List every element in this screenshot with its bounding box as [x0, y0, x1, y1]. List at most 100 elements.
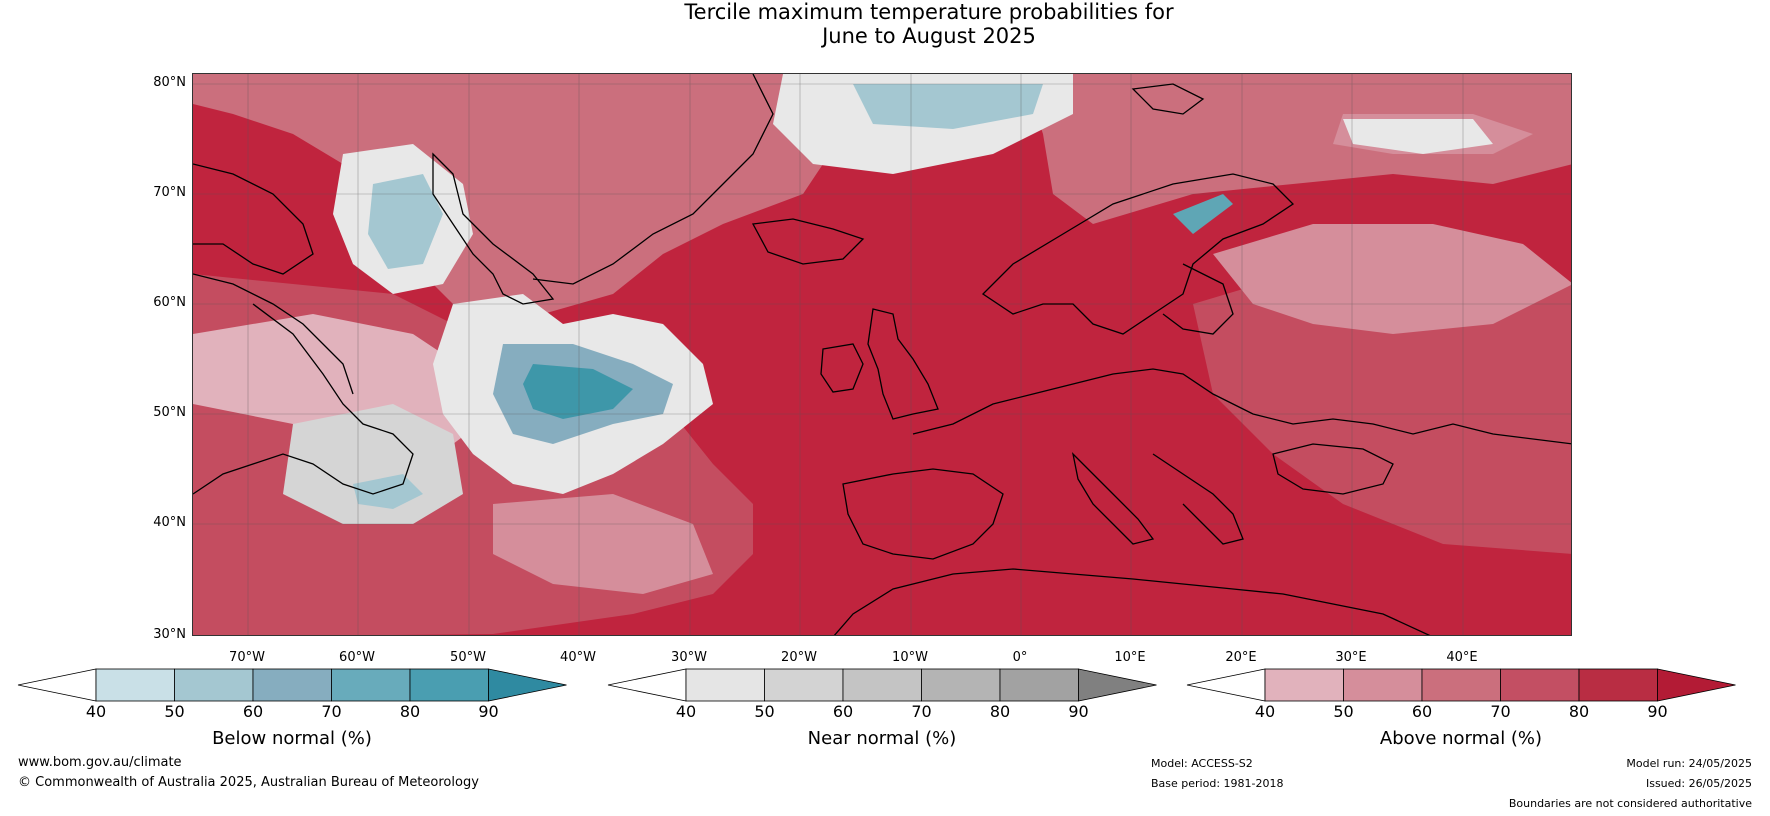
coast-europe [912, 368, 1571, 445]
colorbar-above-segment-1 [1264, 668, 1344, 702]
above-zone-south [493, 494, 713, 594]
colorbar-near-segment-4 [921, 668, 1001, 702]
colorbar-near-segment-1 [685, 668, 765, 702]
colorbar-below-tick-70: 70 [321, 702, 342, 721]
lat-label-50n: 50°N [153, 405, 186, 420]
colorbar-below-segment-1 [95, 668, 175, 702]
title-line-1: Tercile maximum temperature probabilitie… [684, 0, 1174, 24]
above-zone-greenland [193, 74, 843, 324]
colorbar-above-tick-40: 40 [1254, 702, 1276, 721]
coast-canada-arctic [193, 163, 354, 395]
lon-label-70w: 70°W [229, 650, 265, 665]
coast-labrador [193, 303, 414, 495]
footer-model: Model: ACCESS-S2 [1151, 757, 1253, 770]
colorbar-above-tick-90: 90 [1647, 702, 1668, 721]
coast-svalbard [1131, 83, 1205, 115]
colorbar-below-low-extend [17, 668, 97, 702]
coastlines [193, 74, 1571, 635]
coast-britain [867, 308, 939, 420]
colorbar-above-segment-5 [1578, 668, 1658, 702]
colorbar-above-segment-4 [1500, 668, 1580, 702]
lon-label-40w: 40°W [560, 650, 596, 665]
colorbar-below [17, 668, 567, 702]
colorbar-near-segment-3 [842, 668, 922, 702]
colorbar-title-below: Below normal (%) [212, 728, 372, 749]
colorbar-near-tick-50: 50 [754, 702, 775, 721]
colorbar-near-tick-60: 60 [832, 702, 854, 721]
colorbar-above-tick-50: 50 [1333, 702, 1354, 721]
title-line-2: June to August 2025 [822, 24, 1036, 48]
above-zone-europe-east [1193, 264, 1571, 554]
near-zone-arctic-east [1343, 119, 1493, 154]
colorbar-below-segment-5 [409, 668, 489, 702]
colorbar-near [607, 668, 1157, 702]
probability-map [192, 73, 1572, 636]
map-title: Tercile maximum temperature probabilitie… [0, 0, 1770, 48]
lon-label-20e: 20°E [1225, 650, 1257, 665]
lon-label-10w: 10°W [892, 650, 928, 665]
lon-label-50w: 50°W [450, 650, 486, 665]
colorbar-above-segment-3 [1421, 668, 1501, 702]
colorbar-below-tick-40: 40 [85, 702, 107, 721]
coast-scandinavia [981, 173, 1295, 335]
coast-iceland [751, 218, 865, 265]
lon-label-60w: 60°W [339, 650, 375, 665]
lon-label-40e: 40°E [1446, 650, 1478, 665]
lon-label-30w: 30°W [671, 650, 707, 665]
lon-label-30e: 30°E [1335, 650, 1367, 665]
coast-finland [1162, 263, 1234, 335]
colorbar-above-low-extend [1186, 668, 1266, 702]
above-zone-scandinavia [1213, 224, 1571, 334]
colorbar-title-above: Above normal (%) [1379, 728, 1543, 749]
lat-label-80n: 80°N [153, 75, 186, 90]
lon-label-10e: 10°E [1114, 650, 1146, 665]
coast-black-sea [1272, 443, 1394, 495]
colorbar-near-high-extend [1078, 668, 1157, 702]
colorbar-near-low-extend [607, 668, 687, 702]
colorbars-svg [17, 668, 1736, 702]
below-zone-baffin [368, 174, 443, 269]
lon-label-0: 0° [1012, 650, 1028, 665]
colorbar-below-tick-60: 60 [242, 702, 264, 721]
colorbar-above-tick-80: 80 [1568, 702, 1590, 721]
below-zone-newfoundland [353, 474, 423, 509]
lat-label-70n: 70°N [153, 185, 186, 200]
coast-italy [1071, 452, 1155, 545]
footer-copyright: © Commonwealth of Australia 2025, Austra… [18, 775, 479, 790]
colorbar-below-segment-3 [252, 668, 332, 702]
above-zone-north [1023, 74, 1571, 224]
colorbar-title-near: Near normal (%) [807, 728, 957, 749]
colorbar-near-segment-2 [764, 668, 844, 702]
footer-issued: Issued: 26/05/2025 [1645, 777, 1752, 790]
lon-label-20w: 20°W [781, 650, 817, 665]
colorbar-above-segment-2 [1343, 668, 1423, 702]
footer-model-run: Model run: 24/05/2025 [1626, 757, 1752, 770]
lat-label-30n: 30°N [153, 627, 186, 642]
footer-website: www.bom.gov.au/climate [18, 755, 182, 770]
colorbar-near-tick-70: 70 [911, 702, 932, 721]
colorbar-below-tick-50: 50 [164, 702, 185, 721]
coast-north-africa [833, 568, 1431, 635]
colorbar-above-tick-70: 70 [1490, 702, 1511, 721]
below-zone-atlantic-core [523, 364, 633, 419]
colorbar-near-tick-80: 80 [989, 702, 1011, 721]
coast-balkans [1152, 453, 1244, 545]
colorbar-below-segment-2 [174, 668, 254, 702]
colorbar-above-high-extend [1657, 668, 1736, 702]
colorbar-near-tick-40: 40 [675, 702, 697, 721]
colorbar-above-tick-60: 60 [1411, 702, 1433, 721]
coast-greenland [432, 74, 774, 305]
below-zone-greenland-sea [853, 84, 1043, 129]
colorbar-below-tick-90: 90 [478, 702, 499, 721]
coast-iberia [842, 468, 1004, 560]
colorbar-below-high-extend [488, 668, 567, 702]
colorbar-above [1186, 668, 1736, 702]
map-svg [193, 74, 1571, 635]
coast-ireland [820, 343, 864, 393]
below-zone-norway [1173, 194, 1233, 234]
lat-label-60n: 60°N [153, 295, 186, 310]
colorbar-near-segment-5 [999, 668, 1079, 702]
footer-disclaimer: Boundaries are not considered authoritat… [1508, 797, 1752, 810]
lat-label-40n: 40°N [153, 515, 186, 530]
footer-base-period: Base period: 1981-2018 [1151, 777, 1284, 790]
